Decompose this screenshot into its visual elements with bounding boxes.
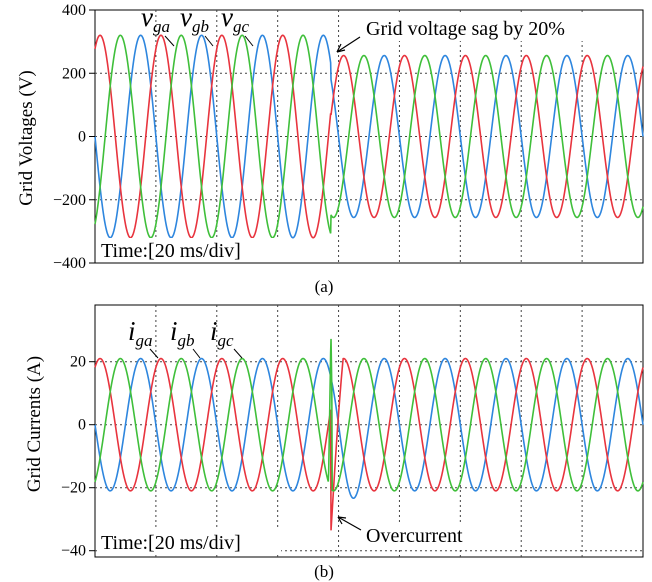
- y-tick-label: 200: [62, 65, 86, 82]
- series-line-v-gb: [94, 34, 644, 239]
- panel-b-annotation: Overcurrent: [366, 525, 463, 547]
- y-tick-label: −40: [61, 543, 86, 560]
- label-v-gb-pointer: [204, 35, 214, 47]
- panel-a-annotation-bg: [362, 15, 624, 41]
- y-tick-label: −400: [53, 255, 86, 272]
- panel-b-y-axis-label: Grid Currents (A): [24, 356, 45, 492]
- label-v-ga-pointer: [164, 35, 175, 47]
- panel-b-frame: [94, 304, 644, 558]
- panel-b-annotation-arrow-line: [337, 516, 362, 531]
- y-tick-label: 400: [62, 2, 86, 19]
- label-v-gb: vgb: [180, 2, 209, 36]
- y-tick-label: 0: [78, 417, 86, 434]
- panel-b-time-note: Time:[20 ms/div]: [101, 532, 241, 554]
- label-i-gb: igb: [170, 316, 195, 350]
- panel-a-y-axis-label: Grid Voltages (V): [16, 70, 37, 205]
- label-v-gc-pointer: [244, 35, 254, 47]
- panel-b-caption: (b): [314, 562, 334, 581]
- panel-b-y-ticks: −40 −20 0 20: [61, 354, 95, 560]
- label-i-gc: igc: [210, 316, 234, 350]
- y-tick-label: 20: [70, 354, 86, 371]
- panel-a-time-note: Time:[20 ms/div]: [101, 240, 241, 262]
- panel-b-annotation-bg: [360, 522, 490, 548]
- series-line-v-ga: [94, 34, 644, 239]
- label-v-ga: vga: [141, 2, 170, 36]
- panel-a-caption: (a): [315, 277, 334, 296]
- label-i-ga-pointer: [149, 348, 159, 359]
- label-v-gc: vgc: [221, 2, 249, 36]
- panel-a-time-note-bg: [97, 238, 281, 262]
- panel-a-y-ticks: −400 −200 0 200 400: [53, 2, 95, 272]
- panel-b-annotation-arrow-head: [337, 516, 347, 525]
- y-tick-label: −20: [61, 480, 86, 497]
- panel-a-annotation: Grid voltage sag by 20%: [366, 18, 565, 40]
- label-i-gb-pointer: [192, 348, 201, 359]
- panel-a-curves: [94, 34, 644, 239]
- series-line-i-gc: [94, 338, 644, 492]
- y-tick-label: −200: [53, 192, 86, 209]
- label-i-ga: iga: [128, 316, 153, 350]
- panel-a-annotation-arrow-line: [336, 36, 361, 53]
- label-i-gc-pointer: [233, 348, 243, 359]
- panel-b-time-note-bg: [97, 530, 281, 554]
- series-line-i-ga: [94, 357, 644, 500]
- panel-a-voltage-chart: −400 −200 0 200 400 Grid Voltages (V) vga vg…: [16, 2, 644, 296]
- series-line-v-gc: [94, 34, 644, 239]
- series-line-i-gb: [94, 357, 644, 531]
- y-tick-label: 0: [78, 129, 86, 146]
- panel-b-curves: [94, 338, 644, 531]
- panel-a-annotation-arrow-head: [336, 43, 346, 53]
